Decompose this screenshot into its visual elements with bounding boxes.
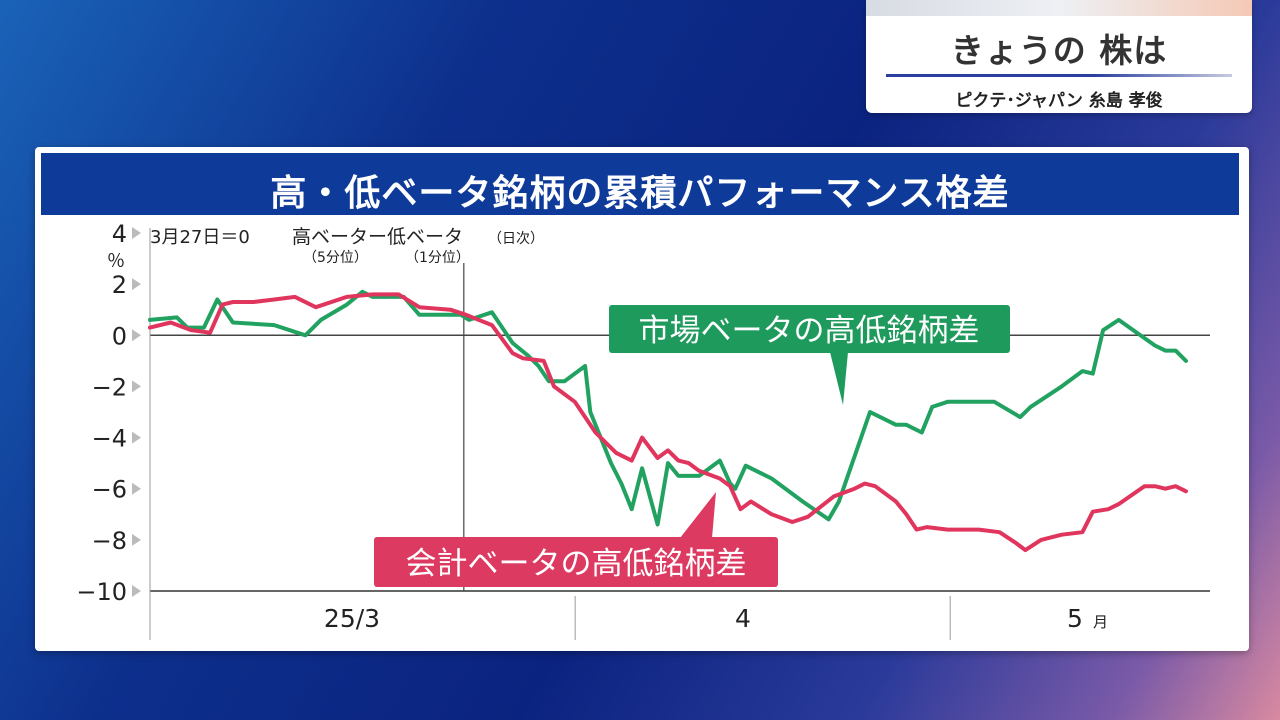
y-tick-marker xyxy=(132,533,141,546)
chart-title-bar: 高・低ベータ銘柄の累積パフォーマンス格差 xyxy=(41,153,1239,215)
accounting-beta-callout-pointer xyxy=(680,492,716,538)
y-tick-marker xyxy=(132,227,141,239)
base-date-note: 3月27日＝0 xyxy=(150,227,250,248)
accounting-beta-callout-box xyxy=(374,537,778,587)
y-axis-unit: ％ xyxy=(107,251,125,272)
market-beta-callout-text: 市場ベータの高低銘柄差 xyxy=(639,313,980,349)
program-corner-card: きょうの 株は ピクテ･ジャパン 糸島 孝俊 xyxy=(866,0,1252,113)
y-tick-marker xyxy=(132,380,141,393)
y-tick-marker xyxy=(132,329,141,342)
x-tick-label: 5 xyxy=(1067,604,1083,633)
accounting-beta-line xyxy=(148,292,1188,553)
y-tick-label: −2 xyxy=(92,373,127,401)
market-beta-callout-pointer xyxy=(830,352,848,405)
y-tick-label: −10 xyxy=(76,578,127,606)
y-tick-marker xyxy=(132,278,141,291)
legend-frequency: （日次） xyxy=(488,231,544,247)
corner-subtitle: ピクテ･ジャパン 糸島 孝俊 xyxy=(955,91,1163,111)
y-tick-label: 2 xyxy=(112,271,127,299)
legend-low-sub: （1分位） xyxy=(405,250,470,266)
x-tick-label: 25/3 xyxy=(324,604,380,633)
corner-divider xyxy=(886,74,1232,77)
y-tick-label: −4 xyxy=(92,425,127,453)
y-tick-marker xyxy=(132,482,141,495)
y-tick-label: 0 xyxy=(112,322,127,350)
legend-spread-label: 高ベーター低ベータ xyxy=(292,226,463,248)
accounting-beta-callout-text: 会計ベータの高低銘柄差 xyxy=(406,546,747,582)
legend-high-sub: （5分位） xyxy=(303,250,368,266)
y-tick-marker xyxy=(132,431,141,444)
chart-title: 高・低ベータ銘柄の累積パフォーマンス格差 xyxy=(270,173,1010,214)
y-tick-label: −6 xyxy=(92,476,127,504)
corner-top-strip xyxy=(866,0,1252,16)
y-tick-marker xyxy=(132,585,141,597)
corner-title: きょうの 株は xyxy=(950,31,1168,70)
x-tick-label: 4 xyxy=(735,604,751,633)
market-beta-callout-box xyxy=(609,305,1010,353)
y-tick-label: −8 xyxy=(92,527,127,555)
x-tick-suffix: 月 xyxy=(1093,613,1108,631)
y-tick-label: 4 xyxy=(112,220,127,248)
